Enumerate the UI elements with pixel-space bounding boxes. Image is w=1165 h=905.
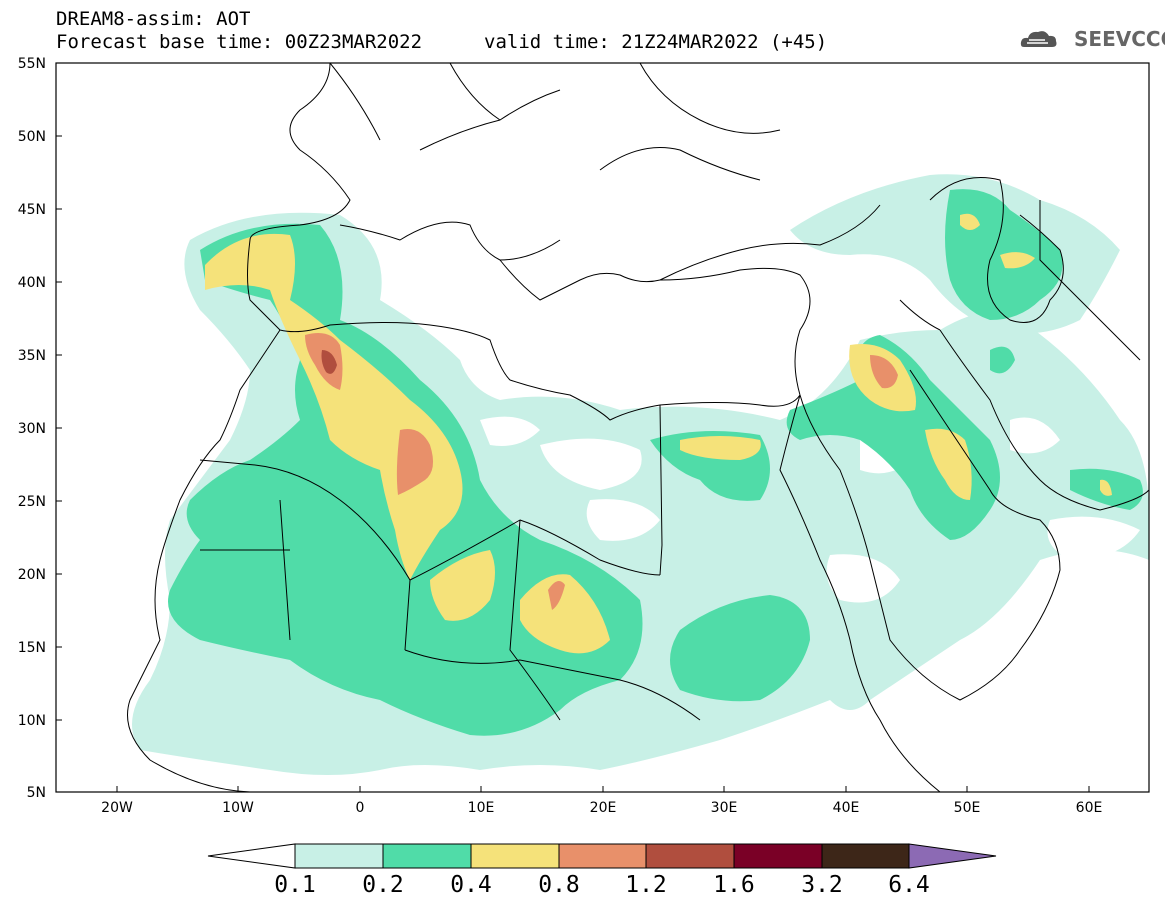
colorbar-bin bbox=[470, 843, 560, 869]
lat-tick-label: 5N bbox=[27, 785, 46, 801]
cloud-icon bbox=[1020, 31, 1057, 47]
colorbar bbox=[207, 843, 997, 869]
colorbar-bin bbox=[645, 843, 735, 869]
lon-tick-label: 30E bbox=[711, 800, 738, 816]
colorbar-bin bbox=[558, 843, 647, 869]
colorbar-arrow-left bbox=[207, 843, 296, 869]
lat-tick-label: 20N bbox=[18, 567, 46, 583]
lat-tick-label: 45N bbox=[18, 202, 46, 218]
colorbar-level-label: 0.8 bbox=[538, 872, 580, 898]
logo-text: SEEVCCC bbox=[1074, 27, 1165, 51]
lon-tick-label: 60E bbox=[1076, 800, 1103, 816]
lat-tick-label: 25N bbox=[18, 494, 46, 510]
colorbar-level-label: 1.2 bbox=[625, 872, 667, 898]
lon-tick-label: 40E bbox=[833, 800, 860, 816]
coastlines bbox=[127, 63, 1149, 792]
lat-tick-label: 35N bbox=[18, 348, 46, 364]
lon-tick-label: 10W bbox=[222, 800, 254, 816]
colorbar-level-label: 0.2 bbox=[362, 872, 404, 898]
colorbar-bin bbox=[821, 843, 910, 869]
seevccc-logo bbox=[1020, 31, 1057, 47]
colorbar-level-label: 6.4 bbox=[888, 872, 930, 898]
lon-tick-label: 10E bbox=[468, 800, 495, 816]
lat-tick-marks bbox=[56, 135, 62, 721]
aot-field bbox=[132, 174, 1149, 775]
lon-tick-marks bbox=[116, 786, 1090, 792]
lon-tick-label: 50E bbox=[954, 800, 981, 816]
product-title: DREAM8-assim: AOT bbox=[56, 8, 251, 30]
colorbar-level-label: 0.1 bbox=[274, 872, 316, 898]
colorbar-level-label: 3.2 bbox=[801, 872, 843, 898]
colorbar-bin bbox=[294, 843, 384, 869]
forecast-base-time: Forecast base time: 00Z23MAR2022 bbox=[56, 31, 423, 53]
lat-tick-label: 15N bbox=[18, 640, 46, 656]
lon-tick-label: 20E bbox=[590, 800, 617, 816]
colorbar-bin bbox=[733, 843, 823, 869]
colorbar-bin bbox=[382, 843, 472, 869]
lat-tick-label: 10N bbox=[18, 713, 46, 729]
lat-tick-label: 40N bbox=[18, 275, 46, 291]
colorbar-level-label: 0.4 bbox=[450, 872, 492, 898]
lat-tick-label: 55N bbox=[18, 56, 46, 72]
colorbar-level-label: 1.6 bbox=[713, 872, 755, 898]
lat-tick-label: 50N bbox=[18, 129, 46, 145]
lon-tick-label: 20W bbox=[101, 800, 133, 816]
lat-tick-label: 30N bbox=[18, 421, 46, 437]
valid-time: valid time: 21Z24MAR2022 (+45) bbox=[484, 31, 828, 53]
lon-tick-label: 0 bbox=[356, 800, 365, 816]
colorbar-arrow-right bbox=[908, 843, 997, 869]
aot-band-1.2 bbox=[321, 350, 337, 374]
